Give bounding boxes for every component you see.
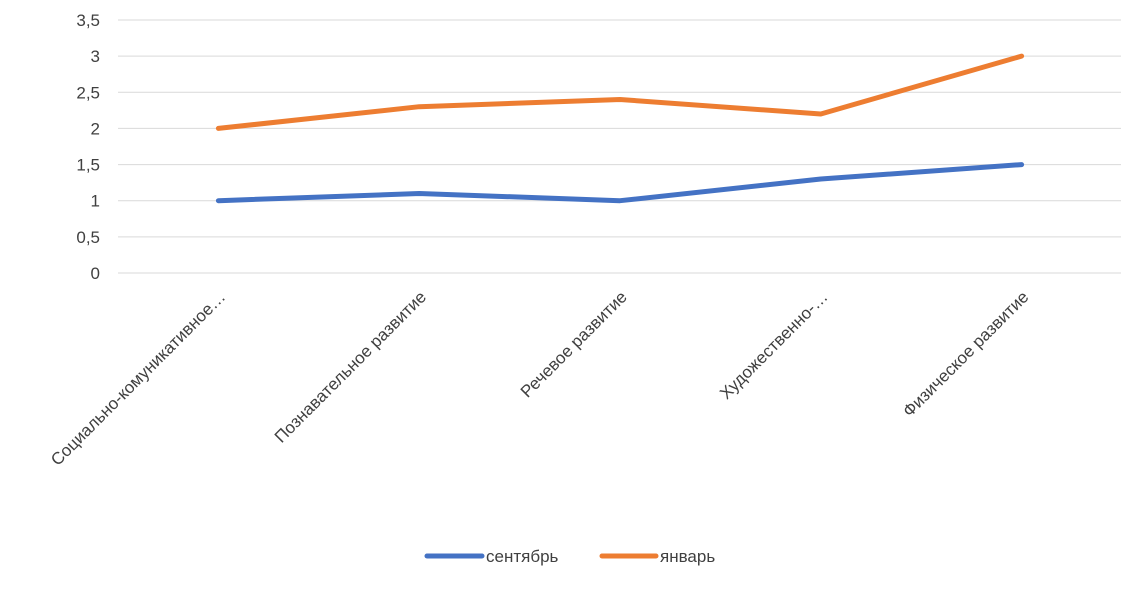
y-tick-label: 3,5 [76, 11, 100, 30]
y-tick-label: 1 [91, 192, 100, 211]
x-category-label: Речевое развитие [517, 287, 631, 401]
y-tick-label: 3 [91, 47, 100, 66]
gridlines [118, 19, 1121, 274]
x-category-label: Художественно-… [716, 287, 832, 403]
y-tick-label: 1,5 [76, 156, 100, 175]
legend-label-сентябрь: сентябрь [486, 547, 559, 566]
series-lines [215, 53, 1025, 204]
x-axis-category-labels: Социально-комуникативное… Познавательное … [47, 287, 1032, 469]
series-line-январь [215, 53, 1025, 131]
x-category-label: Познавательное развитие [271, 287, 430, 446]
legend-label-январь: январь [660, 547, 715, 566]
y-tick-label: 2 [91, 119, 100, 138]
y-axis-tick-labels: 0 0,5 1 1,5 2 2,5 3 3,5 [76, 11, 100, 283]
legend: сентябрь январь [424, 547, 715, 566]
x-category-label: Физическое развитие [899, 287, 1032, 420]
y-tick-label: 2,5 [76, 83, 100, 102]
y-tick-label: 0,5 [76, 228, 100, 247]
x-category-label: Социально-комуникативное… [47, 287, 229, 469]
series-line-сентябрь [215, 162, 1025, 204]
y-tick-label: 0 [91, 264, 100, 283]
